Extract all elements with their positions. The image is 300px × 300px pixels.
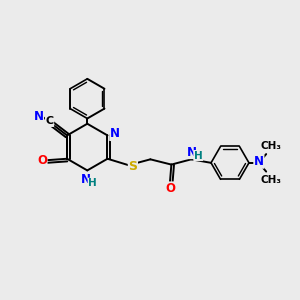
Text: CH₃: CH₃ [261, 175, 282, 185]
Text: C: C [46, 116, 54, 126]
Text: N: N [110, 128, 120, 140]
Text: H: H [88, 178, 97, 188]
Text: N: N [254, 155, 264, 168]
Text: N: N [187, 146, 196, 158]
Text: N: N [81, 173, 91, 186]
Text: CH₃: CH₃ [261, 141, 282, 151]
Text: O: O [165, 182, 175, 195]
Text: O: O [37, 154, 47, 167]
Text: N: N [34, 110, 44, 123]
Text: S: S [128, 160, 137, 173]
Text: H: H [194, 151, 203, 160]
